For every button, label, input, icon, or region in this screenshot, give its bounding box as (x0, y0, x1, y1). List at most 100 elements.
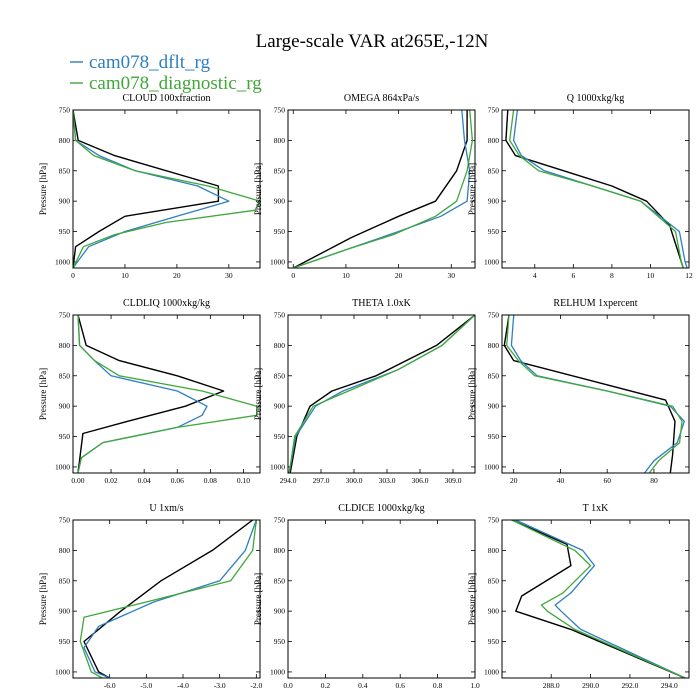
y-tick-label: 900 (59, 607, 71, 616)
panel-frame (72, 519, 261, 679)
legend: cam078_dflt_rg cam078_diagnostic_rg (70, 52, 262, 94)
panel-title: THETA 1.0xK (352, 298, 411, 309)
x-tick-label: 10 (647, 271, 655, 280)
y-axis-label: Pressure [hPa] (38, 163, 48, 215)
reference-line (503, 315, 676, 473)
x-tick-label: 60 (603, 476, 611, 485)
reference-line (292, 110, 468, 268)
series-line-diagnostic (511, 520, 686, 678)
x-tick-label: 10 (342, 271, 350, 280)
x-tick-label: -3.0 (214, 681, 226, 690)
y-tick-label: 850 (488, 576, 500, 585)
y-tick-label: 1000 (484, 462, 499, 471)
x-tick-label: 20 (173, 271, 181, 280)
series-line-diagnostic (293, 110, 474, 268)
series-line-dflt (510, 315, 685, 473)
y-axis-label: Pressure [hPa] (253, 573, 263, 625)
y-tick-label: 800 (59, 136, 71, 145)
series-line-diagnostic (77, 315, 258, 473)
y-tick-label: 950 (274, 637, 286, 646)
x-tick-label: 0.4 (358, 681, 368, 690)
y-tick-label: 750 (274, 516, 286, 525)
y-tick-label: 800 (274, 341, 286, 350)
x-tick-label: 0.00 (71, 476, 84, 485)
y-axis-label: Pressure [hPa] (467, 163, 477, 215)
y-tick-label: 1000 (55, 462, 70, 471)
y-tick-label: 900 (274, 607, 286, 616)
x-tick-label: 0.10 (237, 476, 250, 485)
reference-line (505, 110, 684, 268)
panel-title: CLDLIQ 1000xkg/kg (123, 298, 210, 309)
x-tick-label: -4.0 (177, 681, 189, 690)
y-tick-label: 750 (274, 311, 286, 320)
panel-frame (501, 314, 690, 474)
panel-3: Q 1000xkg/kg Pressure [hPa] 750 800 850 900 95… (467, 93, 693, 280)
x-tick-label: 12 (685, 271, 693, 280)
y-tick-label: 850 (274, 576, 286, 585)
series-line-diagnostic (288, 315, 475, 473)
series-line-diagnostic (73, 110, 260, 268)
y-tick-label: 800 (488, 546, 500, 555)
series-lines (505, 110, 688, 268)
y-tick-label: 850 (274, 371, 286, 380)
x-tick-label: 0.06 (171, 476, 184, 485)
x-tick-label: 288.0 (543, 681, 560, 690)
y-axis-label: Pressure [hPa] (253, 163, 263, 215)
series-line-diagnostic (506, 315, 683, 473)
y-tick-label: 850 (488, 166, 500, 175)
series-lines (292, 110, 474, 268)
y-tick-label: 850 (59, 166, 71, 175)
y-tick-label: 1000 (55, 257, 70, 266)
x-tick-label: 0.04 (138, 476, 151, 485)
y-tick-label: 800 (274, 546, 286, 555)
x-tick-label: 303.0 (379, 476, 396, 485)
reference-line (73, 110, 220, 268)
x-tick-label: 292.0 (622, 681, 639, 690)
x-tick-label: 40 (557, 476, 565, 485)
y-tick-label: 800 (488, 341, 500, 350)
y-tick-label: 1000 (484, 667, 499, 676)
y-tick-label: 750 (488, 106, 500, 115)
x-tick-label: -2.0 (250, 681, 262, 690)
x-tick-label: 0 (291, 271, 295, 280)
series-line-dflt (83, 520, 257, 678)
y-tick-label: 950 (274, 432, 286, 441)
y-tick-label: 950 (488, 637, 500, 646)
x-tick-label: 8 (610, 271, 614, 280)
panel-frame (72, 109, 261, 269)
series-lines (288, 315, 475, 473)
y-tick-label: 750 (488, 311, 500, 320)
x-tick-label: 0.0 (283, 681, 293, 690)
x-tick-label: 30 (448, 271, 456, 280)
x-tick-label: 20 (510, 476, 518, 485)
panel-title: U 1xm/s (149, 503, 183, 514)
y-tick-label: 850 (488, 371, 500, 380)
x-tick-label: 0 (71, 271, 75, 280)
x-tick-label: 20 (395, 271, 403, 280)
y-tick-label: 750 (59, 311, 71, 320)
panel-5: THETA 1.0xK Pressure [hPa] 750 800 850 900 950… (253, 298, 476, 485)
y-tick-label: 800 (488, 136, 500, 145)
y-tick-label: 800 (274, 136, 286, 145)
panel-title: Q 1000xkg/kg (567, 93, 625, 104)
y-tick-label: 1000 (270, 667, 285, 676)
series-line-diagnostic (509, 110, 684, 268)
x-tick-label: 0.6 (396, 681, 406, 690)
x-tick-label: 0.02 (104, 476, 117, 485)
reference-line (511, 520, 686, 678)
y-tick-label: 900 (274, 402, 286, 411)
x-tick-label: 1.0 (470, 681, 480, 690)
y-axis-label: Pressure [hPa] (38, 573, 48, 625)
y-axis-label: Pressure [hPa] (467, 368, 477, 420)
series-lines (73, 110, 260, 268)
y-tick-label: 900 (274, 197, 286, 206)
x-tick-label: 80 (650, 476, 658, 485)
y-tick-label: 850 (59, 371, 71, 380)
panel-title: RELHUM 1xpercent (553, 298, 637, 309)
y-tick-label: 750 (274, 106, 286, 115)
y-tick-label: 950 (59, 432, 71, 441)
y-tick-label: 950 (488, 432, 500, 441)
x-tick-label: -6.0 (104, 681, 116, 690)
panel-frame (287, 109, 476, 269)
